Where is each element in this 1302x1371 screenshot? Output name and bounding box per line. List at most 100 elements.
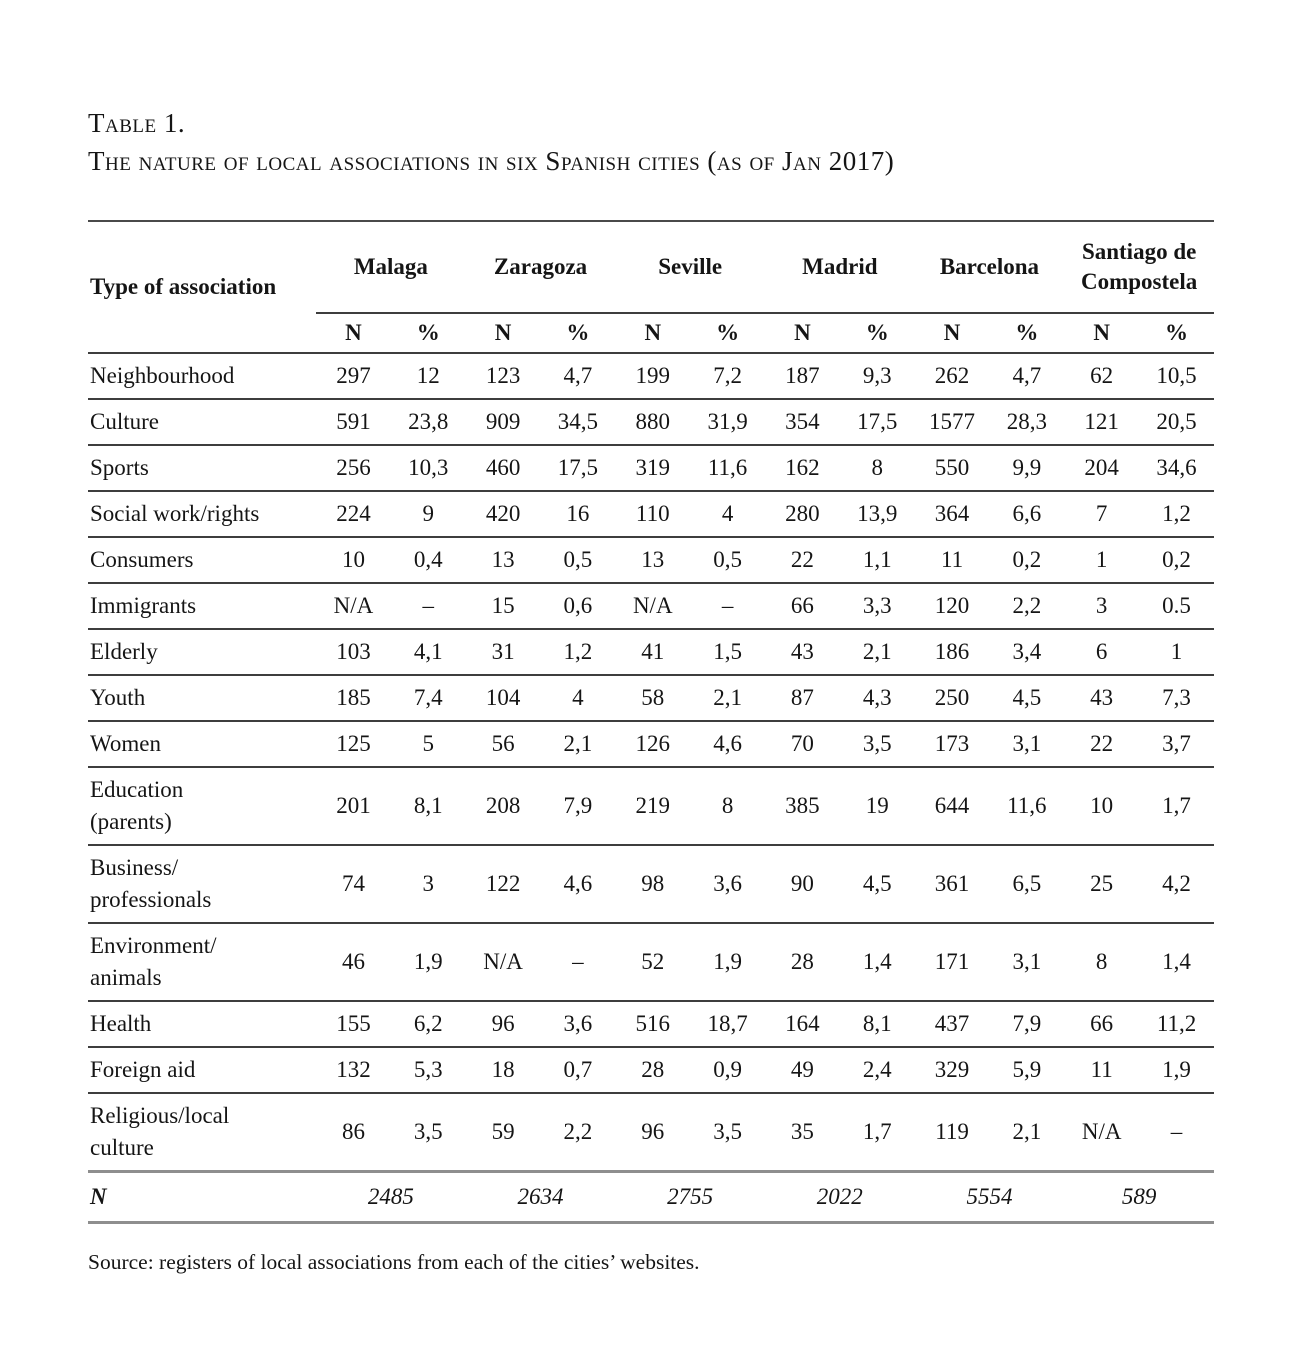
cell-n-value: 123 (485, 363, 521, 388)
cell-n-value: 164 (764, 1000, 840, 1047)
cell-pct-value: 6,2 (390, 1000, 466, 1047)
cell-pct-value: 1,9 (1139, 1046, 1214, 1093)
cell-pct-value: 0,2 (1139, 536, 1214, 583)
cell-pct-value: 0,2 (989, 536, 1065, 583)
table-row: Social work/rights 224 9 420 16 110 4 280 13,9 36… (88, 490, 1214, 537)
subheader-n: N (914, 313, 990, 354)
cell-n-value: 11 (1064, 1046, 1140, 1093)
cell-n-value: 87 (764, 674, 840, 721)
cell-pct-value: 8,1 (839, 1000, 915, 1047)
table-row: Sports 256 10,3 460 17,5 319 11,6 162 8 550 9,9 204… (88, 444, 1214, 491)
table-body: Neighbourhood 297 12 123 4,7 199 7,2 187 9,3 262 4… (88, 353, 1214, 1172)
cell-pct-value: 2,1 (540, 720, 616, 767)
cell-pct-value: 3,3 (839, 582, 915, 629)
cell-pct-value: 4,5 (839, 844, 915, 923)
cell-n-value: 3 (1064, 582, 1140, 629)
cell-pct-value: 11,2 (1139, 1000, 1214, 1047)
cell-n-value: 199 (635, 363, 671, 388)
table-row: Religious/local culture 86 3,5 59 2,2 96 3,5 35… (88, 1092, 1214, 1172)
cell-n-value: 66 (764, 582, 840, 629)
cell-pct-value: 2,1 (989, 1092, 1065, 1172)
subheader-n: N (615, 313, 691, 354)
cell-n-value: 364 (914, 490, 990, 537)
header-row-subcolumns: N % N % N % N % N % N % (88, 313, 1214, 354)
cell-n-value: 173 (914, 720, 990, 767)
row-label: Immigrants (88, 582, 317, 629)
cell-pct-value: 20,5 (1139, 398, 1214, 445)
table-row: Health 155 6,2 96 3,6 516 18,7 164 8,1 437 7,9 66 11… (88, 1000, 1214, 1047)
subheader-pct: % (839, 313, 915, 354)
row-label: Environment/ animals (88, 922, 317, 1001)
cell-n-value: 250 (914, 674, 990, 721)
cell-n-value: 420 (465, 490, 541, 537)
table-row: Culture 591 23,8 909 34,5 880 31,9 354 17,5 1577 2… (88, 398, 1214, 445)
cell-pct-value: 7,9 (989, 1000, 1065, 1047)
total-value-barcelona: 5554 (914, 1170, 1065, 1223)
cell-pct-value: 0,9 (690, 1046, 765, 1093)
cell-pct-value: 1,2 (540, 628, 616, 675)
cell-pct-value: 9,9 (989, 444, 1065, 491)
cell-pct-value: 1,1 (839, 536, 915, 583)
cell-n-value: 13 (615, 536, 691, 583)
cell-pct-value: 23,8 (390, 398, 466, 445)
cell-pct-value: 2,2 (540, 1092, 616, 1172)
cell-pct-value: 11,6 (690, 444, 765, 491)
cell-n-value: 354 (764, 398, 840, 445)
cell-n-value: 280 (764, 490, 840, 537)
cell-n-value: 10 (316, 536, 391, 583)
cell-pct-value: 34,6 (1139, 444, 1214, 491)
cell-pct-value: 3,1 (989, 922, 1065, 1001)
cell-n-value: 880 (615, 398, 691, 445)
cell-n-value: 58 (615, 674, 691, 721)
cell-pct-value: 1,4 (1139, 922, 1214, 1001)
cell-n-value: 62 (1090, 363, 1114, 388)
cell-pct-value: 2,2 (989, 582, 1065, 629)
cell-pct-value: 3,4 (989, 628, 1065, 675)
cell-n-value: 224 (316, 490, 391, 537)
table-row: Consumers 10 0,4 13 0,5 13 0,5 22 1,1 11 0,2 1 0,2 (88, 536, 1214, 583)
cell-pct-value: 1,4 (839, 922, 915, 1001)
total-value-malaga: 2485 (316, 1170, 466, 1223)
cell-n-value: 10 (1064, 766, 1140, 845)
row-label: Foreign aid (88, 1046, 317, 1093)
cell-n-value: 122 (465, 844, 541, 923)
column-header-city-malaga: Malaga (316, 221, 466, 314)
table-row: Neighbourhood 297 12 123 4,7 199 7,2 187 9,3 262 4… (88, 353, 1214, 399)
cell-n-value: 208 (465, 766, 541, 845)
cell-n-value: 591 (316, 398, 391, 445)
cell-pct-value: 16 (540, 490, 616, 537)
cell-n-value: 7 (1064, 490, 1140, 537)
cell-pct-value: 5,3 (390, 1046, 466, 1093)
subheader-pct: % (540, 313, 616, 354)
cell-n-value: 162 (764, 444, 840, 491)
cell-n-value: 28 (615, 1046, 691, 1093)
cell-pct-value: 12 (416, 363, 440, 388)
cell-pct-value: 6,5 (989, 844, 1065, 923)
cell-n-value: 186 (914, 628, 990, 675)
cell-pct-value: 17,5 (540, 444, 616, 491)
column-header-city-madrid: Madrid (764, 221, 915, 314)
cell-pct-value: 3,5 (839, 720, 915, 767)
cell-pct-value: 9,3 (862, 363, 892, 388)
cell-pct-value: 4,3 (839, 674, 915, 721)
cell-pct-value: 28,3 (989, 398, 1065, 445)
cell-pct-value: 1,2 (1139, 490, 1214, 537)
column-header-city-santiago: Santiago de Compostela (1064, 221, 1214, 314)
subheader-pct: % (989, 313, 1065, 354)
cell-pct-value: 4 (690, 490, 765, 537)
cell-pct-value: 4,1 (390, 628, 466, 675)
total-value-madrid: 2022 (764, 1170, 915, 1223)
cell-n-value: 56 (465, 720, 541, 767)
cell-pct-value: 8,1 (390, 766, 466, 845)
cell-pct-value: 4,6 (690, 720, 765, 767)
table-caption: The nature of local associations in six … (88, 146, 895, 176)
cell-pct-value: 7,3 (1139, 674, 1214, 721)
cell-n-value: 11 (914, 536, 990, 583)
cell-n-value: 86 (316, 1092, 391, 1172)
cell-pct-value: 0,5 (540, 536, 616, 583)
table-row: Women 125 5 56 2,1 126 4,6 70 3,5 173 3,1 22 3,7 (88, 720, 1214, 767)
cell-n-value: 644 (914, 766, 990, 845)
cell-n-value: 22 (1064, 720, 1140, 767)
cell-pct-value: 7,9 (540, 766, 616, 845)
cell-n-value: 43 (1064, 674, 1140, 721)
